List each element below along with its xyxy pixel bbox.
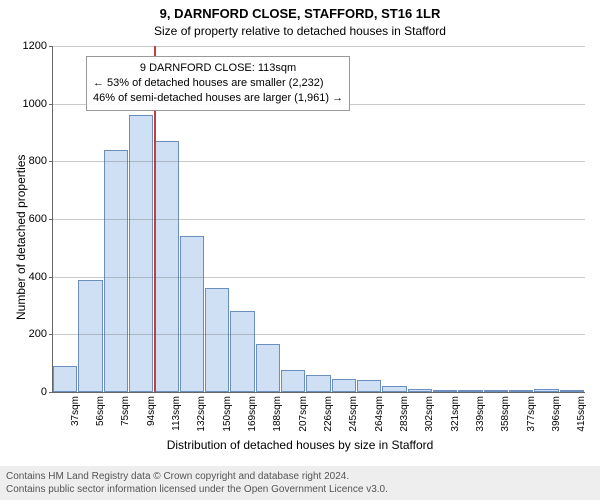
gridline <box>53 161 585 162</box>
xtick-label: 283sqm <box>399 396 410 432</box>
gridline <box>53 46 585 47</box>
xtick-label: 226sqm <box>323 396 334 432</box>
xtick-label: 377sqm <box>526 396 537 432</box>
xtick-label: 302sqm <box>424 396 435 432</box>
annotation-line1: 9 DARNFORD CLOSE: 113sqm <box>93 61 343 76</box>
y-axis-label: Number of detached properties <box>14 155 28 320</box>
gridline <box>53 392 585 393</box>
xtick-label: 358sqm <box>500 396 511 432</box>
footer-line2: Contains public sector information licen… <box>6 483 594 496</box>
x-axis-label: Distribution of detached houses by size … <box>0 438 600 452</box>
xtick-label: 132sqm <box>196 396 207 432</box>
footer-line1: Contains HM Land Registry data © Crown c… <box>6 470 594 483</box>
histogram-bar <box>256 344 280 392</box>
ytick-label: 200 <box>29 328 53 340</box>
histogram-bar <box>154 141 178 392</box>
gridline <box>53 219 585 220</box>
xtick-label: 94sqm <box>146 396 157 426</box>
xtick-label: 339sqm <box>475 396 486 432</box>
annotation-box: 9 DARNFORD CLOSE: 113sqm ← 53% of detach… <box>86 56 350 111</box>
xtick-label: 415sqm <box>576 396 587 432</box>
histogram-bar <box>129 115 153 392</box>
annotation-line2: ← 53% of detached houses are smaller (2,… <box>93 76 343 91</box>
histogram-bar <box>180 236 204 392</box>
xtick-label: 169sqm <box>247 396 258 432</box>
ytick-label: 1000 <box>23 98 53 110</box>
histogram-bar <box>230 311 254 392</box>
ytick-label: 400 <box>29 271 53 283</box>
xtick-label: 37sqm <box>70 396 81 426</box>
footer-attribution: Contains HM Land Registry data © Crown c… <box>0 466 600 500</box>
xtick-label: 321sqm <box>450 396 461 432</box>
histogram-bar <box>205 288 229 392</box>
histogram-bar <box>104 150 128 392</box>
ytick-label: 1200 <box>23 40 53 52</box>
xtick-label: 150sqm <box>222 396 233 432</box>
chart-title-address: 9, DARNFORD CLOSE, STAFFORD, ST16 1LR <box>0 6 600 21</box>
xtick-label: 264sqm <box>374 396 385 432</box>
histogram-bar <box>53 366 77 392</box>
histogram-bar <box>306 375 330 392</box>
gridline <box>53 334 585 335</box>
xtick-label: 245sqm <box>348 396 359 432</box>
histogram-bar <box>78 280 102 392</box>
ytick-label: 600 <box>29 213 53 225</box>
histogram-bar <box>281 370 305 392</box>
xtick-label: 75sqm <box>120 396 131 426</box>
ytick-label: 0 <box>41 386 53 398</box>
xtick-label: 188sqm <box>272 396 283 432</box>
chart-page: { "title_line1": "9, DARNFORD CLOSE, STA… <box>0 0 600 500</box>
xtick-label: 56sqm <box>95 396 106 426</box>
histogram-bar <box>357 380 381 392</box>
chart-subtitle: Size of property relative to detached ho… <box>0 24 600 38</box>
xtick-label: 207sqm <box>298 396 309 432</box>
xtick-label: 396sqm <box>551 396 562 432</box>
histogram-bar <box>332 379 356 392</box>
xtick-label: 113sqm <box>171 396 182 431</box>
ytick-label: 800 <box>29 155 53 167</box>
annotation-line3: 46% of semi-detached houses are larger (… <box>93 91 343 106</box>
gridline <box>53 277 585 278</box>
